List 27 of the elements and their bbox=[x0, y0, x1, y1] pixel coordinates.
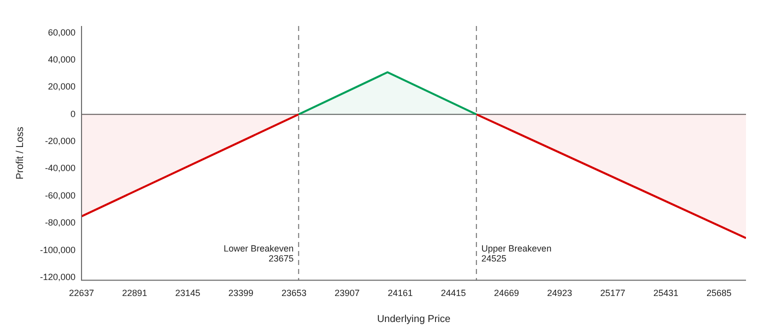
x-tick-label: 23653 bbox=[282, 288, 307, 298]
x-tick-label: 24415 bbox=[440, 288, 466, 298]
y-axis-title: Profit / Loss bbox=[14, 126, 26, 180]
x-tick-label: 23145 bbox=[175, 288, 200, 298]
x-tick-label: 25177 bbox=[600, 288, 626, 298]
ref-line-label: Upper Breakeven 24525 bbox=[481, 244, 552, 264]
ref-line-label: Lower Breakeven 23675 bbox=[224, 244, 294, 264]
x-tick-label: 23399 bbox=[228, 288, 254, 298]
y-tick-label: -100,000 bbox=[40, 244, 76, 255]
y-tick-label: -60,000 bbox=[45, 190, 76, 200]
x-tick-label: 22637 bbox=[69, 288, 94, 298]
x-axis-title: Underlying Price bbox=[377, 314, 451, 325]
x-tick-label: 25685 bbox=[706, 288, 732, 298]
x-tick-label: 24669 bbox=[494, 288, 520, 298]
x-tick-label: 22891 bbox=[122, 288, 148, 298]
y-tick-label: -120,000 bbox=[40, 272, 76, 282]
x-tick-label: 24161 bbox=[388, 288, 413, 298]
y-tick-label: 20,000 bbox=[48, 82, 76, 92]
y-tick-label: -80,000 bbox=[45, 218, 76, 228]
y-tick-label: -20,000 bbox=[45, 136, 76, 146]
y-tick-label: -40,000 bbox=[45, 163, 76, 174]
y-tick-label: 40,000 bbox=[48, 54, 76, 64]
x-tick-label: 24923 bbox=[547, 288, 572, 298]
x-tick-label: 25431 bbox=[653, 288, 678, 298]
y-tick-label: 60,000 bbox=[48, 27, 76, 38]
y-tick-label: 0 bbox=[70, 108, 76, 119]
x-tick-label: 23907 bbox=[334, 288, 360, 298]
